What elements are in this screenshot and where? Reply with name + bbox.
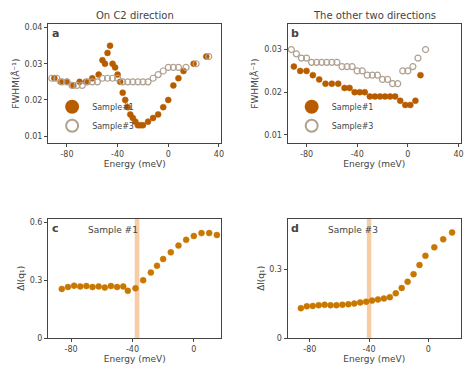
svg-text:0: 0	[426, 345, 431, 354]
svg-text:0: 0	[37, 334, 42, 343]
svg-text:Energy (meV): Energy (meV)	[343, 159, 405, 169]
svg-text:-40: -40	[111, 150, 124, 159]
svg-text:40: 40	[214, 150, 224, 159]
svg-text:0: 0	[166, 150, 171, 159]
svg-text:0.04: 0.04	[25, 23, 43, 32]
svg-text:0.02: 0.02	[25, 96, 43, 105]
svg-text:Δl(q₁): Δl(q₁)	[16, 266, 26, 291]
svg-text:a: a	[52, 27, 59, 40]
svg-text:0.03: 0.03	[25, 60, 43, 69]
svg-text:Energy (meV): Energy (meV)	[104, 354, 166, 364]
svg-text:0: 0	[191, 345, 196, 354]
svg-text:Sample#1: Sample#1	[92, 103, 134, 112]
svg-text:0.01: 0.01	[264, 131, 282, 140]
svg-text:The other two directions: The other two directions	[313, 10, 436, 21]
svg-text:0: 0	[277, 334, 282, 343]
svg-text:Sample#1: Sample#1	[332, 103, 374, 112]
svg-text:On C2 direction: On C2 direction	[96, 10, 174, 21]
svg-text:Δl(q₁): Δl(q₁)	[256, 266, 266, 291]
svg-text:c: c	[52, 222, 59, 235]
svg-text:-80: -80	[303, 345, 316, 354]
svg-text:FWHM(Å⁻¹): FWHM(Å⁻¹)	[10, 59, 21, 109]
svg-text:-80: -80	[300, 150, 313, 159]
svg-text:Sample #1: Sample #1	[88, 225, 138, 235]
svg-text:d: d	[291, 222, 299, 235]
svg-text:b: b	[291, 27, 299, 40]
svg-text:0.03: 0.03	[264, 45, 282, 54]
svg-text:Sample#3: Sample#3	[92, 122, 134, 131]
svg-text:-40: -40	[363, 345, 376, 354]
svg-text:0.6: 0.6	[30, 218, 43, 227]
svg-text:0.3: 0.3	[269, 265, 282, 274]
svg-text:0: 0	[405, 150, 410, 159]
svg-text:0.3: 0.3	[30, 276, 43, 285]
svg-text:0.01: 0.01	[25, 132, 43, 141]
svg-text:-40: -40	[126, 345, 139, 354]
svg-text:Energy (meV): Energy (meV)	[104, 159, 166, 169]
svg-text:-80: -80	[64, 345, 77, 354]
svg-text:Energy (meV): Energy (meV)	[343, 354, 405, 364]
svg-text:40: 40	[453, 150, 463, 159]
svg-text:Sample #3: Sample #3	[328, 225, 378, 235]
svg-text:-80: -80	[60, 150, 73, 159]
svg-text:Sample#3: Sample#3	[332, 122, 374, 131]
svg-text:0.02: 0.02	[264, 88, 282, 97]
svg-text:-40: -40	[351, 150, 364, 159]
svg-text:FWHM(Å⁻¹): FWHM(Å⁻¹)	[249, 59, 260, 109]
